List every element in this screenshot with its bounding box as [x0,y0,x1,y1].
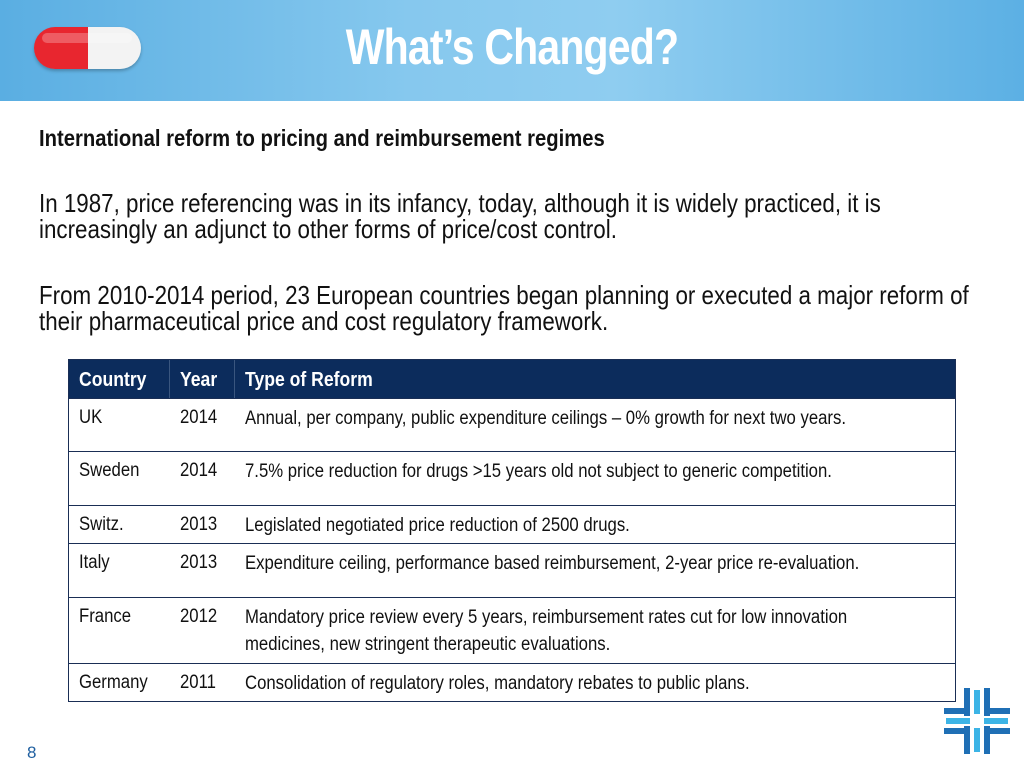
table-row: Switz. 2013 Legislated negotiated price … [69,505,955,543]
table-row: Germany 2011 Consolidation of regulatory… [69,663,955,701]
cell-reform: Consolidation of regulatory roles, manda… [245,673,750,694]
page-title: What’s Changed? [345,19,679,75]
cell-country: Switz. [79,514,124,535]
cell-year: 2013 [180,552,218,573]
pill-icon [34,27,141,69]
cell-country: UK [79,407,103,428]
cell-reform: Legislated negotiated price reduction of… [245,515,630,536]
cell-reform: Annual, per company, public expenditure … [245,408,847,429]
table-row: Sweden 2014 7.5% price reduction for dru… [69,451,955,505]
paragraph-price-referencing: In 1987, price referencing was in its in… [39,188,881,244]
cell-reform: Expenditure ceiling, performance based r… [245,553,860,574]
cell-country: Germany [79,672,148,693]
column-header-country: Country [79,369,147,391]
column-header-reform: Type of Reform [245,369,373,391]
cell-country: Italy [79,552,110,573]
cell-year: 2011 [180,672,216,693]
table-row: France 2012 Mandatory price review every… [69,597,955,663]
cross-logo-icon [944,688,1010,754]
cell-country: France [79,606,132,627]
table-header-row: Country Year Type of Reform [69,360,955,398]
column-header-year: Year [180,369,218,391]
reform-table: Country Year Type of Reform UK 2014 Annu… [68,359,956,702]
paragraph-european-reform: From 2010-2014 period, 23 European count… [39,280,969,336]
cell-year: 2013 [180,514,218,535]
table-row: UK 2014 Annual, per company, public expe… [69,398,955,451]
cell-year: 2014 [180,407,218,428]
header-banner: What’s Changed? [0,0,1024,101]
cell-year: 2014 [180,460,218,481]
cell-country: Sweden [79,460,140,481]
cell-reform: 7.5% price reduction for drugs >15 years… [245,461,832,482]
section-subtitle: International reform to pricing and reim… [39,125,605,151]
cell-reform: Mandatory price review every 5 years, re… [245,607,848,655]
page-number: 8 [27,743,37,762]
table-row: Italy 2013 Expenditure ceiling, performa… [69,543,955,597]
cell-year: 2012 [180,606,218,627]
